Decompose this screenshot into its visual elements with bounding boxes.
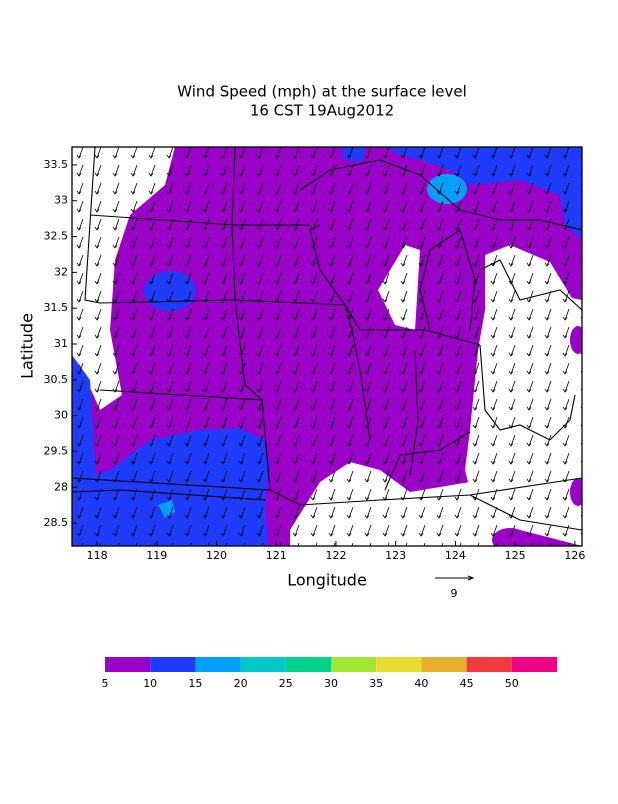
y-tick-label: 28.5: [44, 516, 69, 529]
y-tick-label: 32.5: [44, 230, 69, 243]
wind-vectors: [72, 147, 582, 546]
colorbar-swatch: [331, 657, 377, 672]
x-tick-label: 119: [146, 549, 167, 562]
x-tick-label: 124: [445, 549, 466, 562]
reference-vector-label: 9: [451, 587, 458, 600]
chart-subtitle: 16 CST 19Aug2012: [250, 102, 394, 120]
y-tick-label: 31.5: [44, 301, 69, 314]
x-tick-label: 123: [385, 549, 406, 562]
x-tick-label: 125: [505, 549, 526, 562]
y-tick-label: 28: [54, 480, 68, 493]
colorbar-swatch: [150, 657, 196, 672]
colorbar-swatch: [285, 657, 331, 672]
colorbar-swatch: [195, 657, 241, 672]
colorbar-label: 20: [234, 677, 248, 690]
colorbar-swatch: [511, 657, 557, 672]
map: [72, 147, 582, 546]
colorbar-swatch: [466, 657, 512, 672]
colorbar-label: 50: [505, 677, 519, 690]
plot-frame: [71, 146, 583, 547]
colorbar-label: 30: [324, 677, 338, 690]
colorbar-swatch: [240, 657, 286, 672]
colorbar-label: 5: [102, 677, 109, 690]
colorbar-swatch: [421, 657, 467, 672]
reference-vector-head: [467, 575, 475, 581]
x-tick-label: 122: [325, 549, 346, 562]
colorbar-label: 45: [460, 677, 474, 690]
y-tick-label: 30.5: [44, 373, 69, 386]
colorbar-label: 25: [279, 677, 293, 690]
x-tick-label: 120: [206, 549, 227, 562]
y-tick-label: 32: [54, 265, 68, 278]
colorbar-label: 35: [369, 677, 383, 690]
x-tick-label: 118: [87, 549, 108, 562]
y-tick-label: 33: [54, 194, 68, 207]
colorbar-swatch: [376, 657, 422, 672]
colorbar-label: 40: [414, 677, 428, 690]
colorbar-label: 10: [143, 677, 157, 690]
y-tick-label: 30: [54, 409, 68, 422]
chart-title: Wind Speed (mph) at the surface level: [177, 83, 466, 101]
colorbar-swatch: [105, 657, 151, 672]
x-tick-label: 126: [564, 549, 585, 562]
x-tick-label: 121: [266, 549, 287, 562]
y-tick-label: 33.5: [44, 158, 69, 171]
y-tick-label: 31: [54, 337, 68, 350]
y-axis-label: Latitude: [18, 313, 37, 379]
colorbar-label: 15: [188, 677, 202, 690]
x-axis-label: Longitude: [287, 571, 367, 590]
y-tick-label: 29.5: [44, 444, 69, 457]
